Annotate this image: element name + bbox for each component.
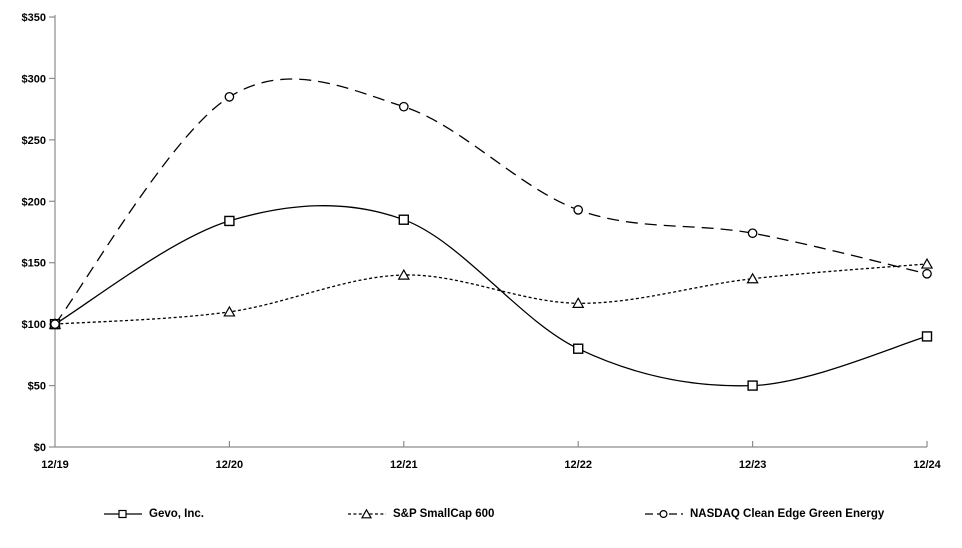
y-axis-label: $350 (22, 12, 46, 24)
dashed-line-circle-marker-icon (645, 509, 683, 519)
dotted-line-triangle-marker-icon (348, 508, 386, 519)
marker-square-gevo-inc-12-20 (224, 215, 235, 227)
marker-circle-nasdaq-clean-edge-green-energy-12-19 (50, 319, 60, 329)
legend-item-gevo-inc: Gevo, Inc. (104, 508, 204, 520)
legend-item-nasdaq-clean-edge: NASDAQ Clean Edge Green Energy (645, 508, 884, 520)
legend-item-sp-smallcap-600: S&P SmallCap 600 (348, 508, 494, 520)
x-axis-label: 12/24 (913, 459, 941, 471)
y-axis-label: $200 (22, 196, 46, 208)
plot-area: $0 $50 $100 $150 $200 $250 $300 $350 12/19 12/20 1… (22, 12, 942, 471)
x-axis-label: 12/20 (216, 459, 244, 471)
marker-square-gevo-inc-12-21 (398, 214, 409, 225)
y-axis-label: $150 (22, 258, 46, 270)
y-axis-label: $300 (22, 73, 46, 85)
y-axis-label: $0 (34, 442, 46, 454)
marker-circle-nasdaq-clean-edge-green-energy-12-23 (747, 228, 758, 239)
x-axis-label: 12/19 (41, 459, 69, 471)
y-axis-label: $100 (22, 319, 46, 331)
marker-triangle-s-p-smallcap-600-12-23 (746, 272, 759, 284)
series-curve-gevo-inc (54, 205, 928, 387)
x-axis-label: 12/23 (739, 459, 767, 471)
marker-triangle-s-p-smallcap-600-12-22 (572, 297, 585, 308)
legend-label-sp-smallcap-600: S&P SmallCap 600 (393, 508, 495, 520)
marker-circle-nasdaq-clean-edge-green-energy-12-22 (573, 205, 584, 215)
marker-square-gevo-inc-12-23 (747, 380, 758, 391)
solid-line-square-marker-icon (104, 509, 142, 519)
marker-circle-nasdaq-clean-edge-green-energy-12-20 (224, 92, 235, 102)
marker-square-gevo-inc-12-24 (921, 331, 933, 342)
legend-label-nasdaq-clean-edge: NASDAQ Clean Edge Green Energy (690, 508, 885, 520)
marker-triangle-s-p-smallcap-600-12-21 (397, 268, 410, 280)
x-axis-label: 12/21 (390, 459, 418, 471)
series-curve-s-p-smallcap-600 (54, 263, 928, 325)
marker-triangle-s-p-smallcap-600-12-20 (223, 305, 236, 317)
y-axis-label: $250 (22, 135, 46, 147)
x-axis-label: 12/22 (564, 459, 592, 471)
marker-triangle-s-p-smallcap-600-12-24 (920, 257, 934, 269)
marker-circle-nasdaq-clean-edge-green-energy-12-21 (398, 101, 409, 112)
series-curve-nasdaq-clean-edge-green-energy (54, 78, 928, 325)
y-axis-label: $50 (28, 381, 46, 393)
legend-label-gevo-inc: Gevo, Inc. (149, 508, 204, 520)
marker-circle-nasdaq-clean-edge-green-energy-12-24 (922, 268, 932, 279)
marker-square-gevo-inc-12-22 (573, 343, 584, 354)
